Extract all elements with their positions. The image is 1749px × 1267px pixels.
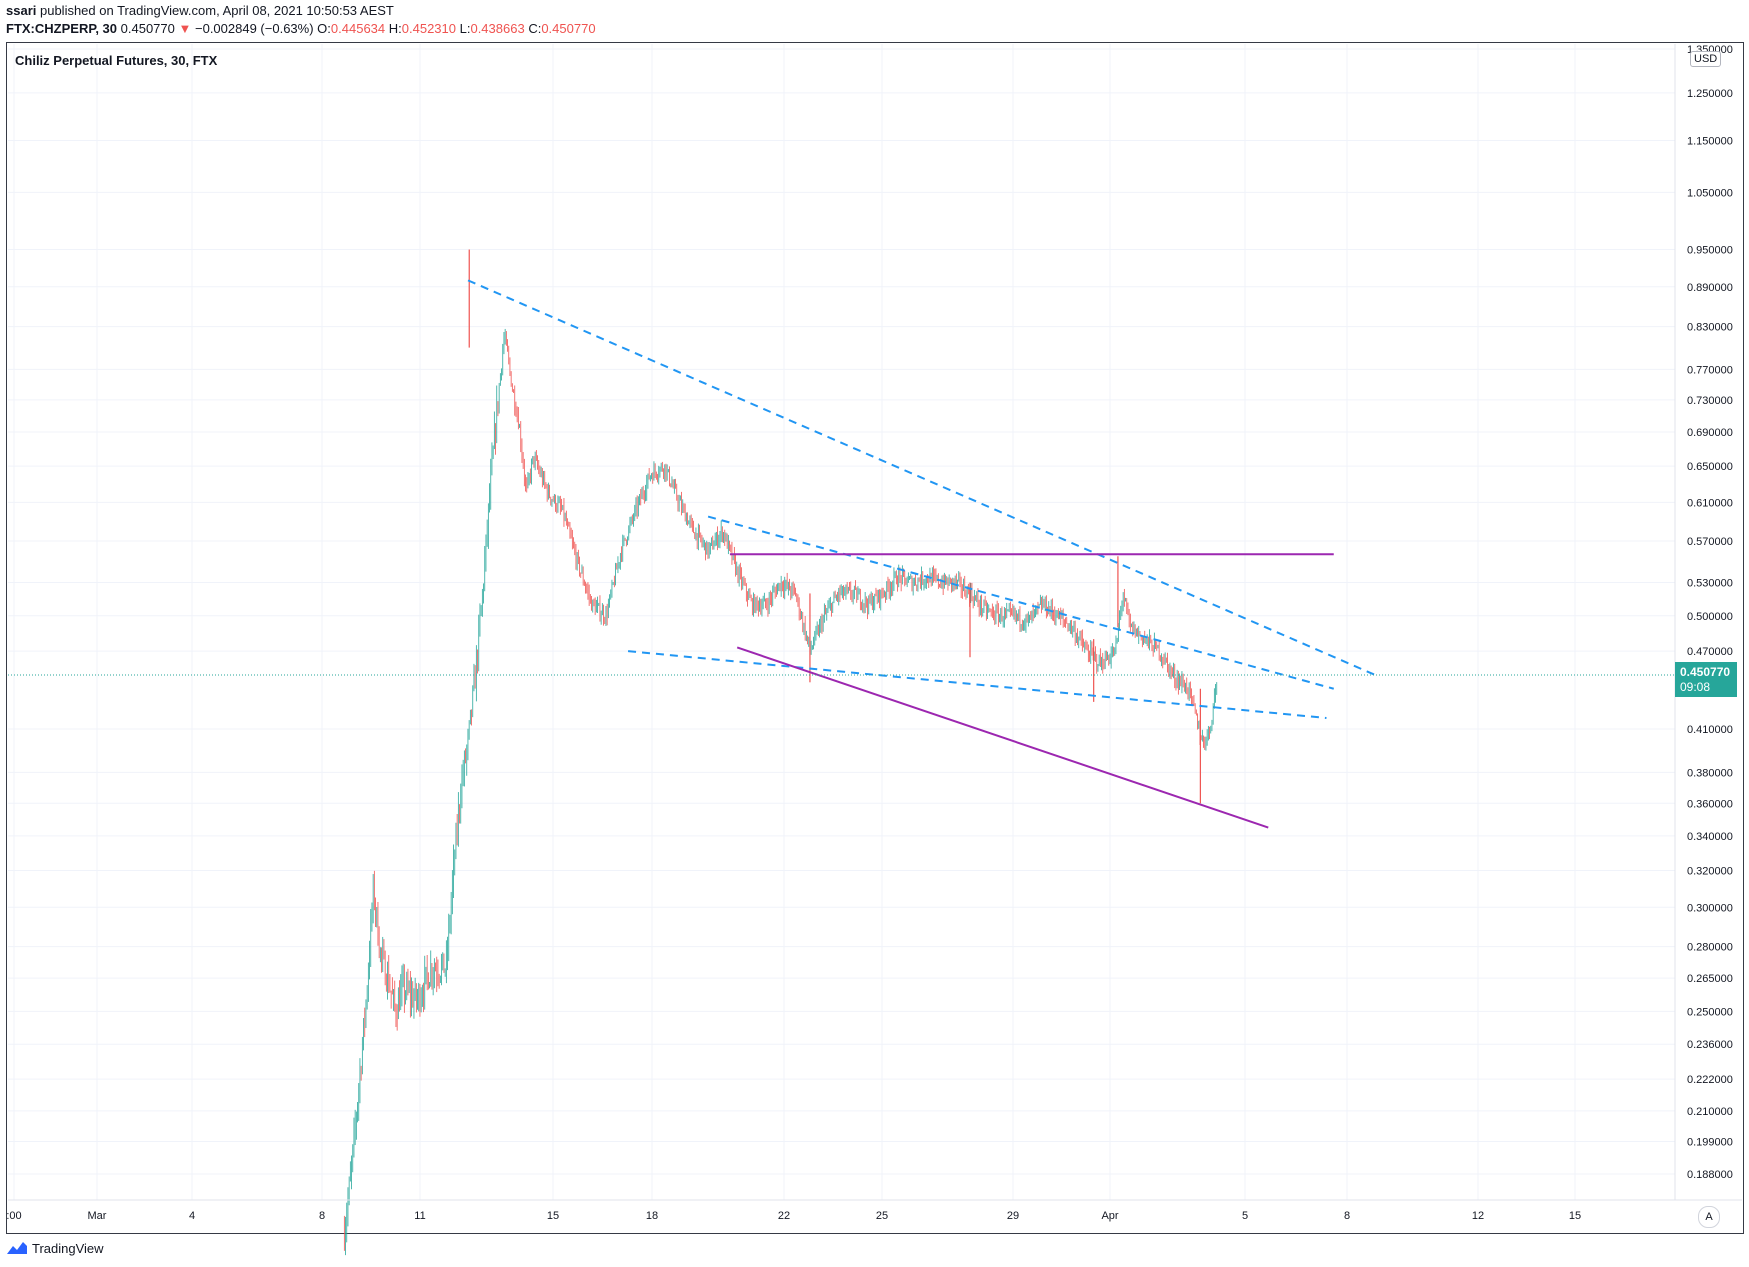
grid-lines xyxy=(8,44,1675,1200)
open-value: 0.445634 xyxy=(330,21,386,36)
open-label: O: xyxy=(317,21,331,36)
current-price-value: 0.450770 xyxy=(1680,665,1731,679)
price-tick-label: 0.360000 xyxy=(1687,798,1733,810)
time-tick-label: 15 xyxy=(547,1210,559,1222)
pane-title: Chiliz Perpetual Futures, 30, FTX xyxy=(15,53,218,68)
current-price-label: 0.450770 09:08 xyxy=(1675,662,1737,697)
time-tick-label: 18 xyxy=(646,1210,658,1222)
price-tick-label: 0.650000 xyxy=(1687,461,1733,473)
tradingview-logo-icon xyxy=(7,1242,27,1254)
price-tick-label: 0.470000 xyxy=(1687,646,1733,658)
price-tick-label: 0.890000 xyxy=(1687,282,1733,294)
time-tick-label: 11 xyxy=(414,1210,425,1222)
price-tick-label: 0.950000 xyxy=(1687,245,1733,257)
time-tick-label: 12 xyxy=(1472,1210,1484,1222)
publisher-name: ssari xyxy=(6,3,37,18)
price-tick-label: 0.410000 xyxy=(1687,724,1733,736)
close-value: 0.450770 xyxy=(541,21,596,36)
price-axis: 1.3500001.2500001.1500001.0500000.950000… xyxy=(1674,44,1733,1200)
high-label: H: xyxy=(388,21,402,36)
candles xyxy=(343,249,1218,1256)
price-tick-label: 0.690000 xyxy=(1687,427,1733,439)
price-tick-label: 0.250000 xyxy=(1687,1006,1733,1018)
price-tick-label: 0.500000 xyxy=(1687,611,1733,623)
publish-info: ssari published on TradingView.com, Apri… xyxy=(6,3,394,18)
price-tick-label: 0.265000 xyxy=(1687,973,1733,985)
currency-button[interactable]: USD xyxy=(1690,51,1722,67)
time-tick-label: 8 xyxy=(1344,1210,1350,1222)
time-tick-label: 29 xyxy=(1007,1210,1019,1222)
chart-frame xyxy=(6,42,1744,1234)
price-tick-label: 1.150000 xyxy=(1687,136,1733,148)
price-tick-label: 0.830000 xyxy=(1687,322,1733,334)
ohlc-legend: FTX:CHZPERP, 30 0.450770 ▼ −0.002849 (−0… xyxy=(6,21,596,36)
change-value: −0.002849 (−0.63%) xyxy=(195,21,314,36)
price-tick-label: 0.210000 xyxy=(1687,1106,1733,1118)
time-tick-label: Apr xyxy=(1101,1210,1118,1222)
price-tick-label: 0.380000 xyxy=(1687,767,1733,779)
time-tick-label: 25 xyxy=(876,1210,888,1222)
time-tick-label: 8 xyxy=(319,1210,325,1222)
price-tick-label: 0.730000 xyxy=(1687,395,1733,407)
support-trendline xyxy=(736,646,1269,829)
price-tick-label: 0.188000 xyxy=(1687,1169,1733,1181)
price-tick-label: 0.530000 xyxy=(1687,578,1733,590)
price-tick-label: 0.610000 xyxy=(1687,497,1733,509)
down-arrow-icon: ▼ xyxy=(178,21,192,36)
last-price: 0.450770 xyxy=(120,21,175,36)
close-label: C: xyxy=(528,21,542,36)
price-tick-label: 0.340000 xyxy=(1687,831,1733,843)
price-tick-label: 0.300000 xyxy=(1687,902,1733,914)
time-tick-label: 22 xyxy=(778,1210,790,1222)
publish-text: published on TradingView.com, April 08, … xyxy=(36,3,394,18)
auto-scale-button[interactable]: A xyxy=(1698,1206,1720,1228)
symbol-label: FTX:CHZPERP, 30 xyxy=(6,21,118,36)
trendline-upper-dashed xyxy=(467,279,1378,677)
price-tick-label: 0.570000 xyxy=(1687,536,1733,548)
price-tick-label: 0.222000 xyxy=(1687,1074,1733,1086)
bar-countdown: 09:08 xyxy=(1680,680,1711,694)
high-value: 0.452310 xyxy=(401,21,456,36)
time-tick-label: Mar xyxy=(88,1210,107,1222)
price-tick-label: 0.236000 xyxy=(1687,1039,1733,1051)
price-tick-label: 0.770000 xyxy=(1687,364,1733,376)
time-tick-label: 5 xyxy=(1242,1210,1248,1222)
time-tick-label: 15 xyxy=(1569,1210,1581,1222)
brand-name: TradingView xyxy=(32,1240,104,1256)
price-tick-label: 0.199000 xyxy=(1687,1137,1733,1149)
time-tick-label: :00 xyxy=(6,1210,21,1222)
trendline-lower-dashed xyxy=(627,650,1327,720)
low-value: 0.438663 xyxy=(470,21,525,36)
time-axis: :00 Mar 4 8 11 15 18 22 25 29 Apr 5 8 12 15 xyxy=(6,1199,1742,1222)
price-tick-label: 1.250000 xyxy=(1687,88,1733,100)
footer-brand: TradingView xyxy=(6,1240,104,1256)
trendlines xyxy=(8,279,1675,829)
price-tick-label: 0.280000 xyxy=(1687,942,1733,954)
low-label: L: xyxy=(459,21,471,36)
price-tick-label: 0.320000 xyxy=(1687,865,1733,877)
price-tick-label: 1.050000 xyxy=(1687,187,1733,199)
trendline-mid-dashed xyxy=(707,515,1335,690)
time-tick-label: 4 xyxy=(189,1210,195,1222)
